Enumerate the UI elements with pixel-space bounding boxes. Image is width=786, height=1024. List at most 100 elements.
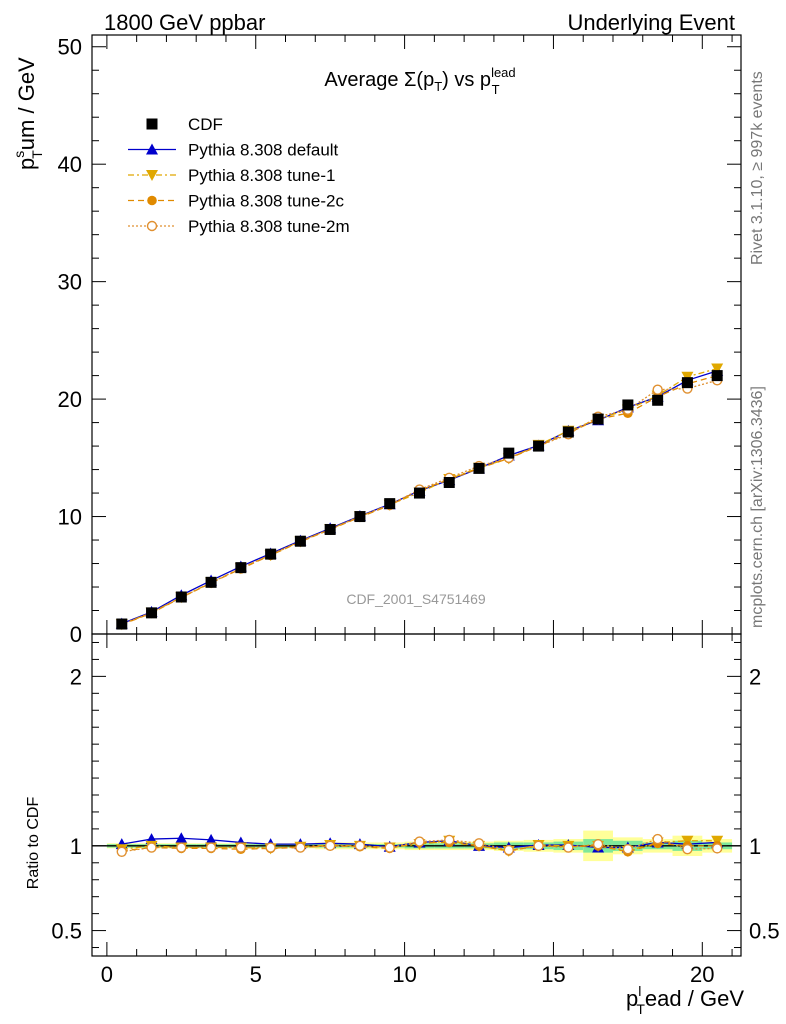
rivet-version-text: Rivet 3.1.10, ≥ 997k events	[749, 71, 766, 265]
ylabel-sup: s	[11, 151, 27, 158]
data-point	[562, 426, 574, 438]
x-tick-label: 5	[250, 962, 262, 987]
data-point	[681, 377, 693, 389]
ratio-point	[622, 844, 634, 855]
top-panel-series	[115, 363, 724, 631]
analysis-watermark: CDF_2001_S4751469	[346, 591, 486, 607]
data-point	[711, 363, 724, 375]
legend-entry: Pythia 8.308 tune-2c	[128, 192, 344, 211]
top-y-tick-label: 10	[58, 505, 82, 530]
ratio-point	[265, 842, 276, 853]
ratio-y-tick-label: 1	[70, 834, 82, 859]
title-sub2: T	[492, 82, 500, 97]
data-point	[384, 498, 396, 510]
data-point	[413, 487, 425, 499]
x-axis-label: pl Tead / GeV	[626, 983, 744, 1017]
title-pre: Average Σ(p	[324, 69, 434, 91]
ratio-point	[473, 838, 485, 849]
ylabel-sub: T	[29, 150, 45, 159]
data-point	[503, 447, 515, 459]
series-line	[121, 379, 718, 625]
ratio-point	[295, 842, 306, 853]
ratio-y-tick-label-right: 0.5	[749, 919, 780, 944]
data-point	[294, 535, 306, 547]
ratio-y-axis-label: Ratio to CDF	[25, 797, 42, 890]
legend-label: CDF	[188, 115, 223, 134]
data-point	[443, 476, 455, 488]
data-point	[235, 562, 247, 574]
data-point	[473, 462, 485, 474]
mcplots-text: mcplots.cern.ch [arXiv:1306.3436]	[749, 386, 766, 628]
ylabel-p: p	[14, 158, 39, 170]
data-point	[592, 413, 604, 425]
ratio-point	[533, 840, 544, 852]
legend-entry: Pythia 8.308 default	[128, 141, 339, 160]
ratio-panel-axes: 0 5 10 15 20 0.5 0.5 1 1 2 2	[51, 633, 780, 987]
title-sub1: T	[434, 79, 442, 94]
ratio-point	[711, 843, 723, 854]
ratio-point	[563, 842, 574, 853]
data-point	[175, 591, 187, 603]
ratio-point	[682, 844, 693, 855]
ratio-point	[205, 833, 218, 845]
ratio-y-tick-label-right: 1	[749, 834, 761, 859]
legend-label: Pythia 8.308 tune-1	[188, 166, 335, 185]
ratio-point	[652, 833, 663, 845]
title-mid: ) vs p	[442, 69, 491, 91]
legend-marker	[146, 118, 158, 130]
legend-marker	[146, 170, 158, 181]
x-tick-label: 15	[541, 962, 565, 987]
ratio-y-tick-label: 0.5	[51, 919, 82, 944]
ratio-panel-frame	[91, 633, 742, 957]
legend-marker	[147, 195, 157, 206]
x-tick-label: 0	[101, 962, 113, 987]
x-tick-label: 10	[392, 962, 416, 987]
legend-marker	[146, 143, 158, 155]
ratio-point	[175, 832, 188, 844]
top-panel-axes: 0 10 20 30 40 50	[58, 34, 742, 647]
ratio-point	[384, 842, 395, 853]
title-sup2: lead	[491, 65, 516, 80]
legend-label: Pythia 8.308 tune-2c	[188, 192, 344, 211]
ratio-series-pythia-8-308-tune-2m	[116, 833, 723, 857]
ratio-point	[116, 846, 127, 857]
top-y-tick-label: 50	[58, 35, 82, 60]
ratio-point	[146, 842, 157, 853]
xlabel-sup: l	[638, 983, 641, 999]
ratio-point	[592, 838, 604, 850]
ratio-point	[176, 842, 187, 853]
x-tick-label: 20	[690, 962, 714, 987]
data-point	[265, 548, 277, 560]
ratio-point	[414, 836, 425, 847]
xlabel-sub: T	[636, 1001, 645, 1017]
ylabel-rest: um / GeV	[14, 57, 39, 150]
top-y-tick-label: 20	[58, 387, 82, 412]
ratio-point	[235, 842, 247, 853]
ratio-point	[205, 842, 217, 853]
legend-entry: Pythia 8.308 tune-1	[128, 166, 335, 185]
ratio-point	[503, 844, 514, 856]
ratio-point	[354, 840, 366, 852]
data-point	[652, 384, 663, 395]
data-point	[205, 576, 217, 588]
legend-entry: CDF	[146, 115, 223, 134]
header-right: Underlying Event	[567, 10, 735, 35]
data-point	[622, 399, 634, 411]
data-point	[324, 523, 336, 535]
header-left: 1800 GeV ppbar	[104, 10, 265, 35]
ratio-point	[444, 834, 455, 846]
data-point	[652, 394, 664, 406]
xlabel-p: p	[626, 986, 638, 1011]
data-point	[354, 511, 366, 523]
data-point	[533, 440, 545, 452]
top-y-tick-label: 0	[70, 622, 82, 647]
data-point	[146, 607, 158, 619]
ratio-point	[324, 840, 336, 852]
xlabel-rest: ead / GeV	[645, 986, 744, 1011]
legend: CDF Pythia 8.308 default Pythia 8.308 tune…	[128, 115, 350, 236]
ratio-panel-series	[115, 832, 724, 857]
series-cdf	[116, 370, 723, 630]
top-y-axis-label: ps Tum / GeV	[11, 57, 45, 170]
legend-label: Pythia 8.308 tune-2m	[188, 217, 350, 236]
